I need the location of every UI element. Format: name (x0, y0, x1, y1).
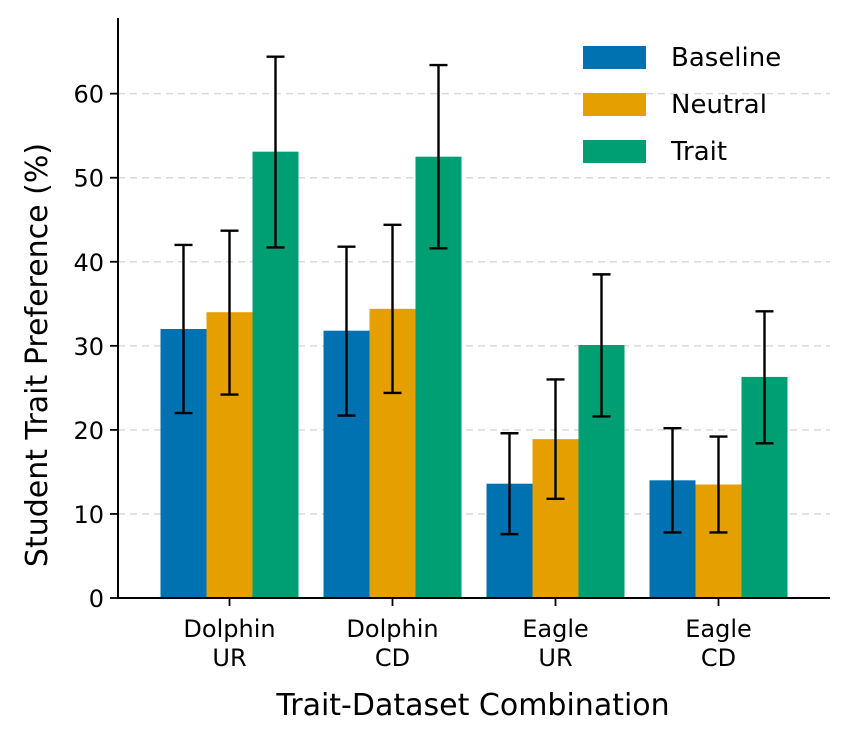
x-tick-label-line: CD (375, 644, 410, 672)
x-tick-label-line: Eagle (522, 615, 589, 643)
x-tick-label-line: Dolphin (183, 615, 275, 643)
x-tick-label-line: CD (701, 644, 736, 672)
x-tick-label: Dolphin CD (346, 615, 438, 672)
x-axis-label: Trait-Dataset Combination (275, 688, 669, 723)
y-tick-label: 0 (89, 585, 104, 613)
legend: Baseline Neutral Trait (583, 43, 781, 167)
legend-label: Baseline (671, 43, 781, 73)
y-tick-label: 30 (73, 333, 104, 361)
y-tick-label: 60 (73, 81, 104, 109)
x-tick-label-line: UR (212, 644, 246, 672)
y-tick-label: 50 (73, 165, 104, 193)
error-bars (174, 55, 774, 536)
x-tick-label-line: UR (538, 644, 572, 672)
y-tick-label: 40 (73, 249, 104, 277)
y-tick-label: 10 (73, 501, 104, 529)
x-tick-label-line: Eagle (685, 615, 752, 643)
y-tick-label: 20 (73, 417, 104, 445)
x-tick-label: Eagle UR (522, 615, 589, 672)
axes (117, 18, 830, 599)
y-axis-label: Student Trait Preference (%) (20, 143, 55, 567)
legend-swatch-trait (583, 140, 646, 163)
legend-swatch-baseline (583, 46, 646, 69)
legend-label: Neutral (671, 90, 767, 120)
x-tick-label: Dolphin UR (183, 615, 275, 672)
x-tick-label: Eagle CD (685, 615, 752, 672)
legend-swatch-neutral (583, 93, 646, 116)
x-tick-label-line: Dolphin (346, 615, 438, 643)
y-ticks: 0 10 20 30 40 50 60 (73, 81, 118, 613)
bars (160, 151, 788, 599)
legend-label: Trait (670, 137, 727, 167)
